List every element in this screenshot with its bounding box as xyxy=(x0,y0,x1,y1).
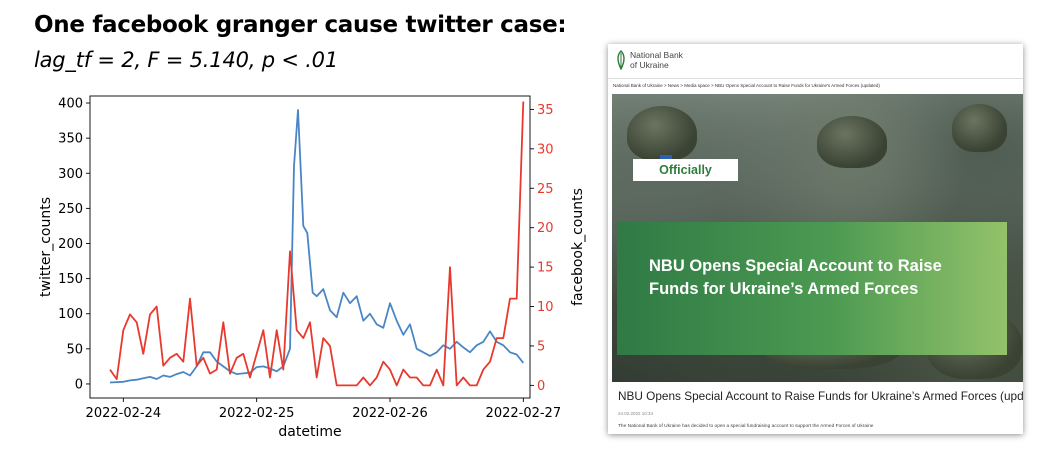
y-left-tick-label: 100 xyxy=(58,307,83,322)
y-left-tick-label: 50 xyxy=(66,342,83,357)
article-date: 24.02.2022 10:34 xyxy=(618,411,654,416)
card-header: National Bank of Ukraine xyxy=(608,44,1023,79)
article-lead: The National Bank of Ukraine has decided… xyxy=(618,424,874,429)
series-line-facebook_counts xyxy=(109,101,525,387)
y-left-tick-label: 350 xyxy=(58,132,83,147)
series-line-twitter_counts xyxy=(109,109,525,384)
page-subheading: lag_tf = 2, F = 5.140, p < .01 xyxy=(34,48,338,72)
y-right-tick-label: 0 xyxy=(537,379,545,394)
y-left-tick-label: 150 xyxy=(58,272,83,287)
soldier-helmet-shape xyxy=(817,116,887,168)
news-screenshot-card: National Bank of Ukraine National Bank o… xyxy=(608,44,1023,434)
category-badge[interactable]: Officially xyxy=(633,159,738,181)
hero-photo: Officially NBU Opens Special Account to … xyxy=(612,94,1023,382)
nbu-logo-icon xyxy=(617,50,625,70)
y-right-tick-label: 35 xyxy=(537,103,554,118)
y-left-tick-label: 400 xyxy=(58,97,83,112)
x-tick-label: 2022-02-27 xyxy=(486,406,562,421)
soldier-helmet-shape xyxy=(627,106,697,161)
y-left-tick-label: 0 xyxy=(75,377,83,392)
y-right-tick-label: 30 xyxy=(537,142,554,157)
y-right-tick-label: 10 xyxy=(537,300,554,315)
x-tick-label: 2022-02-24 xyxy=(86,406,162,421)
x-axis-label: datetime xyxy=(278,424,341,440)
nbu-logo-text: National Bank of Ukraine xyxy=(630,50,683,70)
y-left-tick-label: 250 xyxy=(58,202,83,217)
y-right-tick-label: 15 xyxy=(537,261,554,276)
banner-title: NBU Opens Special Account to Raise Funds… xyxy=(649,257,942,298)
y-right-tick-label: 5 xyxy=(537,339,545,354)
time-series-chart: 0 50 100 150 200 250 300 350 400 0 5 10 15 20 25 30 35 20… xyxy=(38,95,586,440)
x-tick-label: 2022-02-26 xyxy=(352,406,428,421)
page-heading: One facebook granger cause twitter case: xyxy=(34,12,567,38)
article-title[interactable]: NBU Opens Special Account to Raise Funds… xyxy=(618,389,1023,403)
y-right-tick-label: 20 xyxy=(537,221,554,236)
y-left-tick-label: 300 xyxy=(58,167,83,182)
y-left-tick-label: 200 xyxy=(58,237,83,252)
y-right-axis-label: facebook_counts xyxy=(570,188,586,306)
y-right-tick-label: 25 xyxy=(537,182,554,197)
headline-banner: NBU Opens Special Account to Raise Funds… xyxy=(617,222,1007,355)
plot-frame xyxy=(89,95,531,399)
soldier-helmet-shape xyxy=(952,104,1007,152)
y-left-axis-label: twitter_counts xyxy=(38,197,54,297)
x-tick-label: 2022-02-25 xyxy=(219,406,295,421)
breadcrumb[interactable]: National Bank of Ukraine > News > Media … xyxy=(613,83,880,88)
